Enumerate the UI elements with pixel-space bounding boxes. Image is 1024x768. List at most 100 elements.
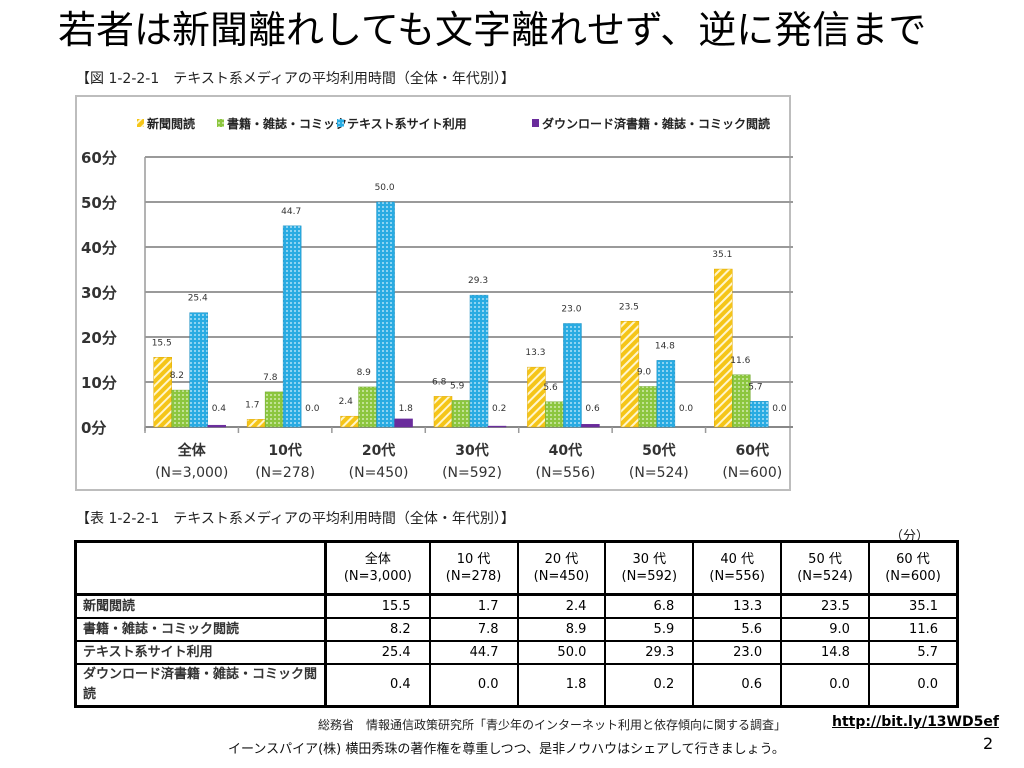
data-label: 1.8: [399, 404, 414, 414]
table-cell: 0.4: [324, 663, 431, 708]
table-cell: 23.0: [692, 640, 783, 665]
chart-legend: 新聞閲読 書籍・雑誌・コミック テキスト系サイト利用 ダウンロード済書籍・雑誌・コミッ…: [137, 116, 770, 131]
data-label: 50.0: [375, 183, 395, 193]
data-label: 8.2: [170, 371, 184, 381]
x-tick-label: 30代: [455, 442, 488, 459]
data-label: 1.7: [245, 400, 259, 410]
x-tick-label: 40代: [549, 442, 582, 459]
table-cell: 11.6: [867, 617, 959, 642]
table-cell: 8.9: [516, 617, 607, 642]
data-label: 13.3: [525, 348, 545, 358]
table-cell: 0.0: [780, 663, 870, 708]
table-cell: 29.3: [604, 640, 695, 665]
table-cell: 0.0: [867, 663, 959, 708]
table-cell: 5.7: [867, 640, 959, 665]
x-tick-label: 10代: [268, 442, 301, 459]
row-label: ダウンロード済書籍・雑誌・コミック閲読: [74, 663, 327, 708]
table-cell: 13.3: [692, 593, 783, 619]
bar: [732, 374, 751, 428]
bar: [451, 400, 471, 428]
y-tick-label: 50分: [81, 194, 117, 212]
bar: [620, 321, 640, 428]
y-tick-label: 0分: [81, 419, 106, 437]
bar: [750, 401, 769, 428]
y-tick-label: 60分: [81, 149, 117, 167]
table-cell: 44.7: [428, 640, 519, 665]
column-header: 30 代 (N=592): [604, 540, 695, 596]
x-tick-sublabel: (N=556): [535, 465, 595, 481]
column-header: 全体 (N=3,000): [324, 540, 431, 596]
x-tick-sublabel: (N=524): [629, 465, 689, 481]
bar: [264, 391, 284, 428]
row-label: 書籍・雑誌・コミック閲読: [74, 617, 327, 642]
y-tick-label: 40分: [81, 239, 117, 257]
data-label: 0.6: [585, 404, 600, 414]
legend-label: 新聞閲読: [147, 116, 195, 131]
column-header: 40 代 (N=556): [692, 540, 783, 596]
data-label: 9.0: [637, 368, 652, 378]
bar: [394, 418, 413, 428]
legend-swatch: [337, 119, 344, 127]
table-row: テキスト系サイト利用 25.4 44.7 50.0 29.3 23.0 14.8…: [74, 640, 959, 665]
table-cell: 5.6: [692, 617, 783, 642]
x-tick-sublabel: (N=600): [722, 465, 782, 481]
table-cell: 50.0: [516, 640, 607, 665]
source-link[interactable]: http://bit.ly/13WD5ef: [832, 714, 999, 730]
bar: [171, 389, 190, 428]
table-cell: 8.2: [324, 617, 431, 642]
data-label: 5.6: [543, 383, 558, 393]
data-label: 5.7: [748, 382, 762, 392]
bar: [189, 312, 208, 428]
table-row: 書籍・雑誌・コミック閲読 8.2 7.8 8.9 5.9 5.6 9.0 11.…: [74, 617, 959, 642]
legend-swatch: [217, 119, 224, 127]
page-number: 2: [983, 734, 994, 753]
y-tick-label: 20分: [81, 329, 117, 347]
bar: [714, 268, 733, 428]
y-tick-label: 10分: [81, 374, 117, 392]
data-label: 0.0: [679, 404, 694, 414]
slide-title: 若者は新聞離れしても文字離れせず、逆に発信まで: [58, 8, 927, 52]
legend-label: テキスト系サイト利用: [347, 116, 467, 131]
legend-item: 新聞閲読: [137, 116, 195, 131]
data-labels: 15.5 8.2 25.4 0.4 1.7 7.8 44.7 0.0 2.4 8.9 50.0 1.8…: [152, 183, 787, 414]
table-cell: 6.8: [604, 593, 695, 619]
x-tick-sublabel: (N=278): [255, 465, 315, 481]
table-cell: 23.5: [780, 593, 870, 619]
data-label: 0.0: [772, 404, 787, 414]
table-cell: 0.2: [604, 663, 695, 708]
table-cell: 0.0: [428, 663, 519, 708]
bar: [282, 225, 302, 428]
bar: [376, 201, 395, 428]
bar: [581, 424, 600, 428]
data-label: 44.7: [281, 207, 301, 217]
data-label: 35.1: [712, 250, 732, 260]
column-header: 10 代 (N=278): [428, 540, 519, 596]
bar: [340, 415, 359, 428]
table-cell: 1.7: [428, 593, 519, 619]
table-cell: 0.6: [692, 663, 783, 708]
column-header: 20 代 (N=450): [516, 540, 607, 596]
legend-label: ダウンロード済書籍・雑誌・コミック閲読: [542, 116, 770, 131]
data-label: 2.4: [339, 397, 354, 407]
x-tick-sublabel: (N=450): [349, 465, 409, 481]
data-label: 15.5: [152, 338, 172, 348]
column-header: 50 代 (N=524): [780, 540, 870, 596]
legend-swatch: [532, 119, 539, 127]
table-cell: 7.8: [428, 617, 519, 642]
table-cell: 5.9: [604, 617, 695, 642]
table-cell: 1.8: [516, 663, 607, 708]
row-label: テキスト系サイト利用: [74, 640, 327, 665]
data-label: 5.9: [450, 381, 465, 391]
data-label: 8.9: [357, 368, 372, 378]
column-header: 60 代 (N=600): [867, 540, 959, 596]
bar: [153, 357, 172, 428]
data-label: 6.8: [432, 377, 447, 387]
data-label: 23.0: [561, 305, 581, 315]
bar: [545, 401, 564, 428]
table-cell: 15.5: [324, 593, 431, 619]
bar: [469, 294, 489, 428]
legend-item: テキスト系サイト利用: [337, 116, 467, 131]
data-label: 23.5: [619, 302, 639, 312]
row-label: 新聞閲読: [74, 593, 327, 619]
table-cell: 2.4: [516, 593, 607, 619]
